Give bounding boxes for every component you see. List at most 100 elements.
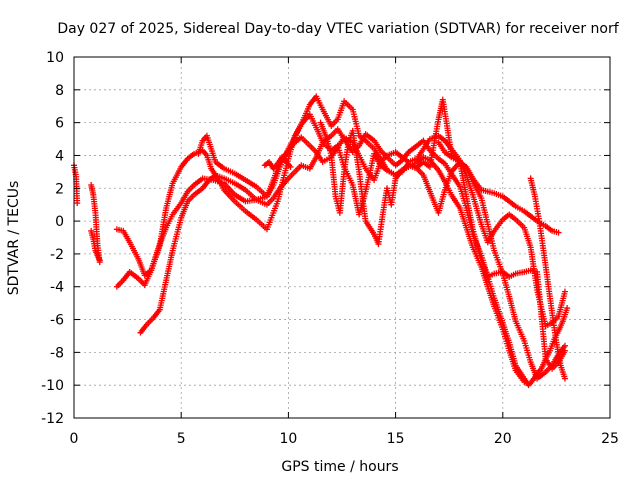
data-trace [514, 204, 526, 214]
data-trace [493, 191, 504, 199]
data-trace [233, 181, 247, 192]
data-trace [437, 133, 447, 143]
data-trace [479, 259, 490, 278]
data-trace [464, 226, 476, 249]
data-trace [544, 320, 553, 329]
data-trace [217, 180, 227, 191]
data-point [96, 257, 103, 264]
data-trace [544, 364, 554, 374]
data-trace [458, 160, 468, 169]
data-trace [471, 177, 483, 191]
data-trace [506, 349, 518, 372]
data-trace [470, 228, 484, 262]
data-trace [443, 139, 454, 151]
data-trace [522, 209, 533, 218]
data-trace [121, 270, 132, 282]
x-tick-label: 20 [494, 431, 512, 447]
data-trace [558, 364, 568, 380]
data-trace [507, 199, 518, 209]
data-trace [556, 320, 565, 333]
data-trace [492, 249, 505, 275]
data-trace [321, 155, 333, 164]
data-trace [550, 360, 560, 371]
data-trace [480, 187, 489, 195]
grid-layer [74, 57, 610, 418]
data-trace [278, 177, 290, 190]
data-trace [506, 295, 519, 322]
data-trace [534, 289, 549, 327]
data-trace [337, 171, 347, 214]
data-trace [478, 197, 491, 225]
data-trace [307, 113, 319, 129]
data-trace [204, 154, 214, 170]
data-trace [535, 370, 547, 381]
data-trace [342, 99, 355, 111]
y-tick-label: 10 [46, 50, 64, 66]
data-trace [364, 132, 376, 143]
data-trace [547, 338, 557, 352]
data-trace [299, 136, 312, 147]
data-trace [196, 139, 205, 155]
data-trace [186, 183, 196, 193]
data-trace [364, 139, 376, 151]
data-trace [148, 243, 163, 272]
data-point [561, 288, 568, 295]
data-trace [521, 340, 533, 363]
data-trace [255, 218, 269, 231]
y-tick-label: 0 [55, 214, 64, 230]
data-series [261, 154, 294, 172]
data-trace [300, 163, 311, 171]
data-trace [457, 207, 469, 229]
data-trace [513, 320, 527, 342]
data-trace [407, 143, 419, 154]
data-trace [449, 193, 462, 210]
data-series [71, 162, 81, 207]
data-trace [209, 167, 218, 177]
data-trace [222, 181, 237, 197]
data-trace [244, 178, 258, 189]
data-trace [501, 212, 511, 222]
data-trace [463, 195, 476, 230]
data-trace [335, 136, 346, 149]
data-trace [90, 194, 99, 214]
data-trace [450, 155, 461, 164]
data-trace [379, 149, 389, 159]
data-trace [308, 144, 318, 154]
data-trace [186, 193, 196, 203]
data-trace [363, 219, 376, 236]
data-trace [280, 155, 288, 164]
data-trace [436, 169, 447, 183]
data-trace [318, 121, 330, 140]
data-trace [127, 241, 141, 260]
data-trace [214, 160, 226, 171]
data-trace [233, 200, 247, 213]
data-trace [528, 177, 538, 198]
data-trace [204, 134, 214, 150]
data-trace [145, 316, 155, 326]
data-trace [429, 133, 440, 142]
data-trace [492, 305, 505, 331]
data-trace [549, 312, 560, 344]
data-point [564, 305, 571, 312]
data-trace [443, 150, 453, 159]
data-trace [486, 271, 496, 279]
data-trace [507, 212, 518, 222]
data-trace [385, 155, 397, 167]
data-trace [436, 141, 447, 154]
data-trace [287, 170, 297, 180]
data-series [527, 175, 568, 382]
data-trace [540, 250, 551, 283]
data-trace [164, 213, 175, 229]
data-trace [151, 308, 162, 320]
data-trace [115, 278, 125, 289]
y-axis-title: SDTVAR / TECUs [6, 181, 22, 296]
y-tick-label: -6 [50, 313, 64, 329]
data-point [561, 342, 568, 349]
y-tick-label: -2 [50, 247, 64, 263]
x-tick-label: 0 [70, 431, 79, 447]
data-trace [556, 344, 567, 356]
data-trace [329, 143, 340, 153]
data-series [88, 181, 103, 266]
data-trace [292, 123, 304, 139]
data-trace [493, 269, 504, 277]
